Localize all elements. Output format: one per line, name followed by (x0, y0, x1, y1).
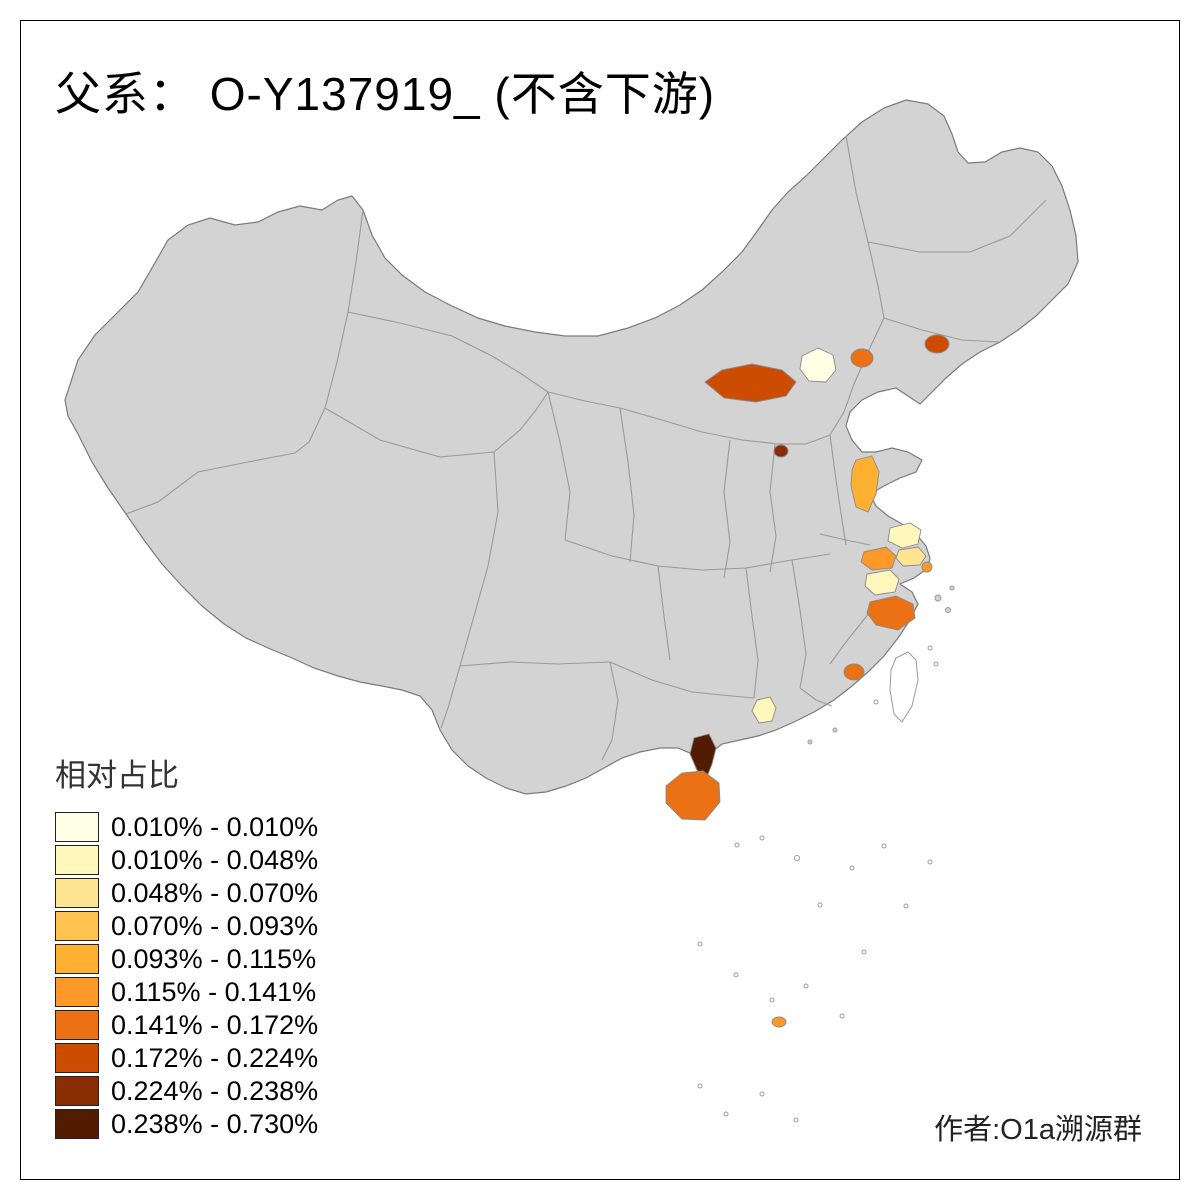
legend-swatch (55, 812, 99, 842)
legend-swatch (55, 845, 99, 875)
legend-label: 0.141% - 0.172% (111, 1009, 319, 1040)
legend-swatch (55, 911, 99, 941)
legend-label: 0.010% - 0.048% (111, 844, 319, 875)
region-nantong (887, 522, 922, 549)
legend-label: 0.070% - 0.093% (111, 910, 319, 941)
legend-swatch (55, 1109, 99, 1139)
region-guangdong-spot (751, 696, 777, 724)
legend-item: 0.172% - 0.224% (55, 1042, 319, 1073)
legend-swatch (55, 1010, 99, 1040)
islands (697, 585, 955, 1123)
legend-label: 0.048% - 0.070% (111, 877, 319, 908)
legend: 相对占比 0.010% - 0.010% 0.010% - 0.048% 0.0… (55, 750, 318, 1143)
legend-swatch (55, 977, 99, 1007)
region-jiaxing (864, 569, 900, 596)
region-liaoning-east (924, 334, 950, 354)
legend-title: 相对占比 (55, 758, 179, 793)
region-jiangsu-north (850, 455, 880, 513)
taiwan-island (889, 651, 919, 723)
region-hainan (665, 770, 721, 821)
region-liaoning-west (850, 348, 874, 368)
colored-regions (665, 334, 950, 1028)
legend-swatch (55, 944, 99, 974)
region-zhejiang-east (866, 595, 916, 631)
region-hebei-spot (773, 444, 789, 458)
legend-label: 0.172% - 0.224% (111, 1042, 319, 1073)
region-inner-mongolia (704, 363, 797, 403)
legend-item: 0.070% - 0.093% (55, 910, 319, 941)
region-shanghai-city (921, 561, 933, 573)
region-shanghai (895, 546, 927, 567)
author-credit: 作者:O1a溯源群 (934, 1114, 1142, 1146)
legend-item: 0.010% - 0.010% (55, 811, 319, 842)
region-suzhou (860, 546, 897, 571)
legend-swatch (55, 1043, 99, 1073)
legend-item: 0.224% - 0.238% (55, 1075, 319, 1106)
region-leizhou (689, 733, 717, 780)
page-title: 父系： O-Y137919_ (不含下游) (55, 68, 716, 120)
region-beijing (799, 347, 837, 383)
legend-label: 0.093% - 0.115% (111, 943, 317, 974)
legend-item: 0.238% - 0.730% (55, 1108, 319, 1139)
province-borders (125, 135, 1047, 761)
legend-item: 0.010% - 0.048% (55, 844, 319, 875)
legend-item: 0.048% - 0.070% (55, 877, 319, 908)
legend-label: 0.238% - 0.730% (111, 1108, 319, 1139)
legend-label: 0.010% - 0.010% (111, 811, 319, 842)
region-fujian-coast (843, 663, 865, 681)
legend-item: 0.093% - 0.115% (55, 943, 318, 974)
legend-item: 0.115% - 0.141% (55, 976, 318, 1007)
legend-swatch (55, 878, 99, 908)
legend-label: 0.224% - 0.238% (111, 1075, 319, 1106)
china-mainland (64, 99, 1079, 795)
region-south-sea-island (771, 1016, 787, 1028)
legend-swatch (55, 1076, 99, 1106)
legend-item: 0.141% - 0.172% (55, 1009, 319, 1040)
legend-label: 0.115% - 0.141% (111, 976, 317, 1007)
